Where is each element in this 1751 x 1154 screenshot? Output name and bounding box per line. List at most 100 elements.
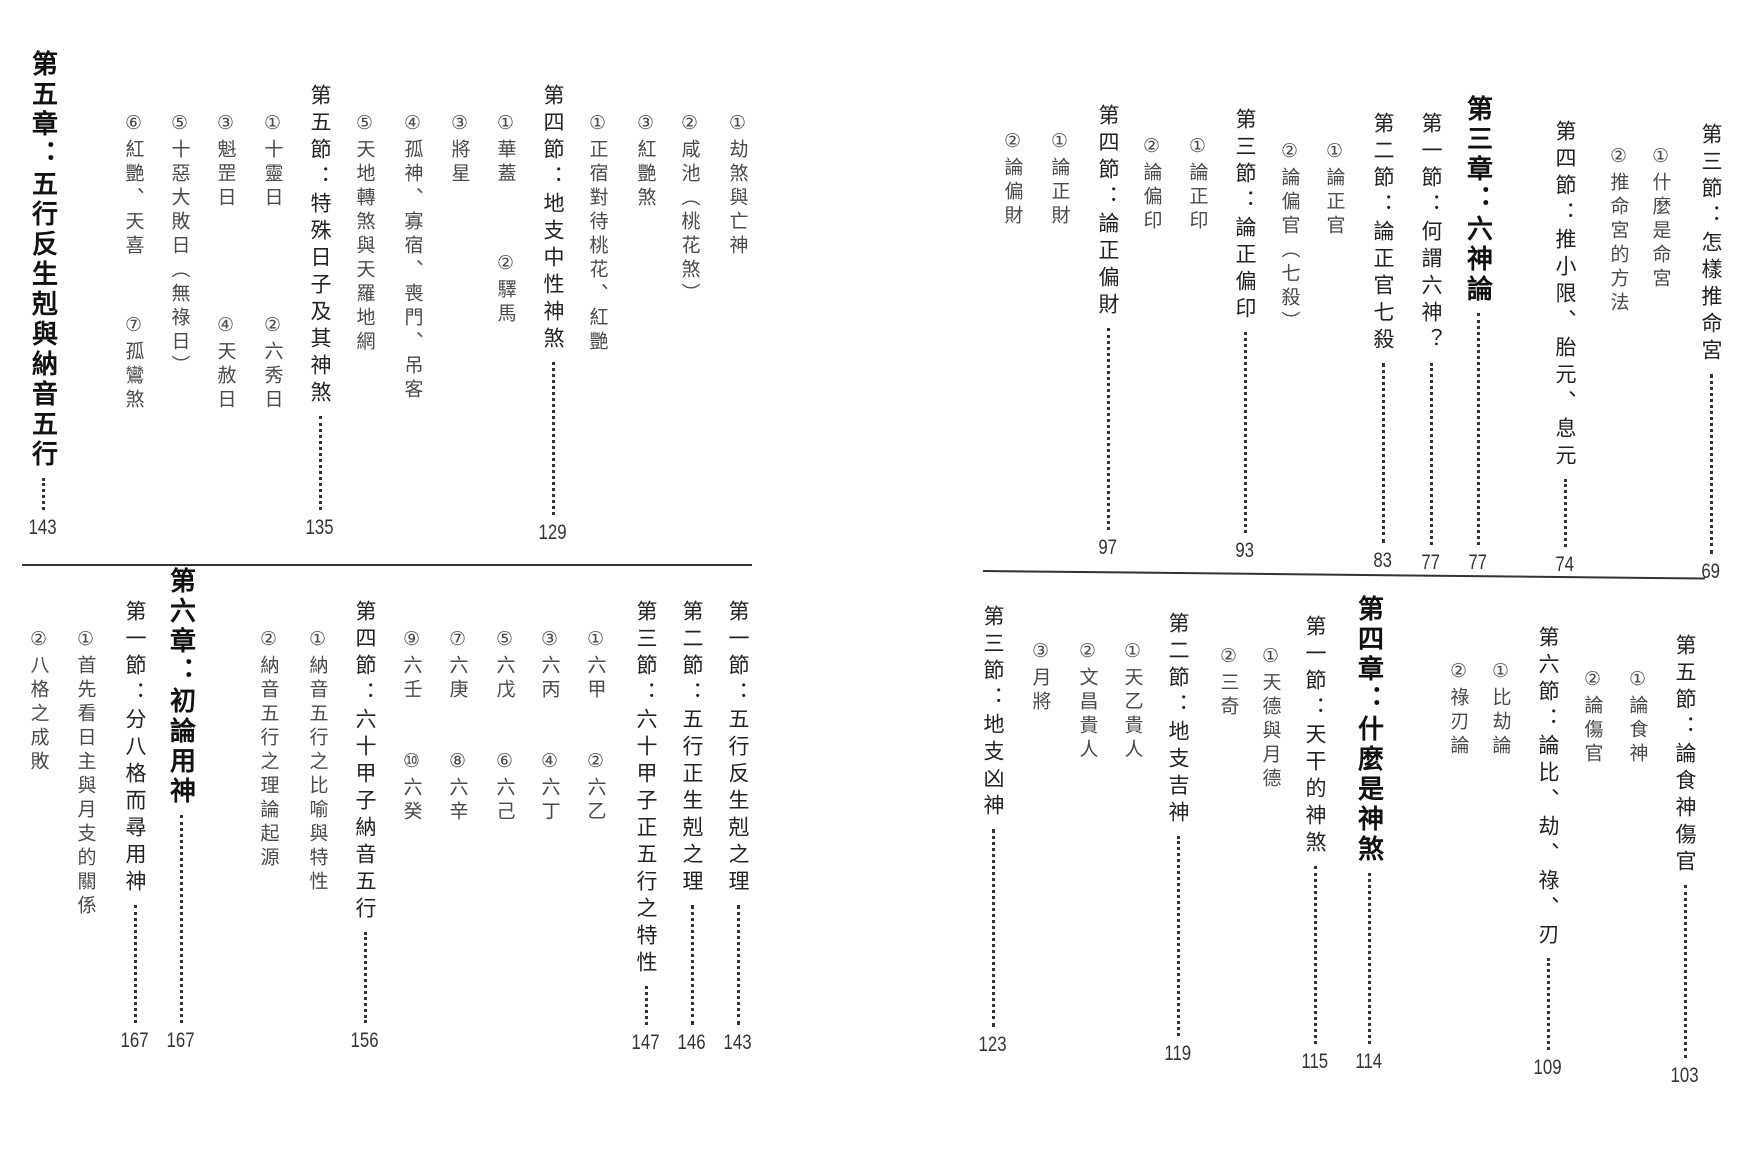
toc-subitem[interactable]: ⑤六戊 ⑥六己: [488, 628, 522, 825]
toc-section-entry[interactable]: 第五節：論食神傷官 103: [1668, 634, 1702, 1088]
dot-leader: [1683, 885, 1687, 1058]
subitem-label: ⑥紅艷、天喜: [122, 112, 145, 259]
subitem-label: ②三奇: [1217, 645, 1240, 720]
toc-section-entry[interactable]: 第二節：地支吉神 119: [1161, 612, 1195, 1066]
toc-subitem[interactable]: ⑦六庚 ⑧六辛: [441, 628, 475, 825]
toc-subitem[interactable]: ①天德與月德: [1254, 645, 1288, 792]
toc-subitem[interactable]: ③月將: [1024, 640, 1058, 715]
subitem-label: ①論正財: [1048, 130, 1071, 229]
toc-subitem[interactable]: ②納音五行之理論起源: [252, 628, 286, 871]
toc-subitem[interactable]: ①什麼是命宮: [1644, 145, 1678, 292]
page-number: 74: [1555, 553, 1575, 576]
toc-subitem[interactable]: ③魁罡日 ④天赦日: [209, 112, 243, 413]
toc-subitem[interactable]: ①論食神: [1621, 668, 1655, 767]
subitem-label: ①天乙貴人: [1121, 640, 1144, 763]
toc-subitem[interactable]: ①十靈日 ②六秀日: [256, 112, 290, 413]
toc-subitem[interactable]: ③將星: [443, 112, 477, 187]
toc-subitem[interactable]: ①比劫論: [1484, 660, 1518, 759]
page-number: 77: [1421, 551, 1441, 574]
toc-section-entry[interactable]: 第五節：特殊日子及其神煞 135: [303, 84, 337, 540]
toc-subitem[interactable]: ②咸池（桃花煞）: [673, 112, 707, 307]
toc-section-entry[interactable]: 第三節：六十甲子正五行之特性 147: [629, 600, 663, 1055]
toc-subitem[interactable]: ②推命宮的方法: [1602, 145, 1636, 316]
subitem-second: ②六乙: [579, 750, 613, 825]
toc-section-entry[interactable]: 第三節：怎樣推命宮 69: [1694, 123, 1728, 584]
subitem-label: ①劫煞與亡神: [726, 112, 749, 259]
subitem-label: ②納音五行之理論起源: [257, 628, 280, 871]
section-title: 第六節：論比、劫、祿、刃: [1536, 626, 1560, 950]
subitem-label: ①十靈日: [261, 112, 284, 211]
subitem-label: ②六秀日: [261, 314, 284, 413]
subitem-label: ①論正印: [1186, 135, 1209, 234]
toc-subitem[interactable]: ②論偏印: [1135, 135, 1169, 234]
toc-subitem[interactable]: ①正宿對待桃花、紅艷: [581, 112, 615, 355]
toc-subitem[interactable]: ②論傷官: [1576, 668, 1610, 767]
toc-section-entry[interactable]: 第一節：分八格而尋用神 167: [118, 600, 152, 1053]
section-title: 第三節：怎樣推命宮: [1699, 123, 1723, 366]
toc-section-entry[interactable]: 第四節：論正偏財 97: [1091, 104, 1125, 560]
page-number: 103: [1670, 1064, 1700, 1087]
toc-section-entry[interactable]: 第三節：論正偏印 93: [1228, 108, 1262, 563]
section-title: 第五節：特殊日子及其神煞: [308, 84, 332, 408]
toc-subitem[interactable]: ⑨六壬 ⑩六癸: [395, 628, 429, 825]
toc-subitem[interactable]: ③六丙 ④六丁: [533, 628, 567, 825]
toc-chapter-entry[interactable]: 第五章：五行反生剋與納音五行 143: [26, 50, 60, 540]
toc-chapter-entry[interactable]: 第三章：六神論 77: [1461, 95, 1495, 575]
page-number: 69: [1701, 560, 1721, 583]
toc-subitem[interactable]: ②三奇: [1212, 645, 1246, 720]
page-number: 143: [723, 1031, 753, 1054]
subitem-label: ②論偏財: [1001, 130, 1024, 229]
toc-subitem[interactable]: ①論正財: [1043, 130, 1077, 229]
toc-subitem[interactable]: ①首先看日主與月支的關係: [69, 628, 103, 919]
page-number: 119: [1164, 1042, 1192, 1065]
dot-leader: [551, 362, 555, 515]
toc-section-entry[interactable]: 第一節：天干的神煞 115: [1298, 615, 1332, 1074]
toc-subitem[interactable]: ⑥紅艷、天喜 ⑦孤鸞煞: [117, 112, 151, 413]
toc-subitem[interactable]: ①納音五行之比喻與特性: [301, 628, 335, 895]
toc-subitem[interactable]: ①六甲 ②六乙: [579, 628, 613, 825]
toc-subitem[interactable]: ①華蓋 ②驛馬: [489, 112, 523, 327]
toc-section-entry[interactable]: 第一節：五行反生剋之理 143: [721, 600, 755, 1055]
dot-leader: [991, 829, 995, 1027]
toc-section-entry[interactable]: 第三節：地支凶神 123: [976, 605, 1010, 1057]
page-number: 114: [1355, 1050, 1383, 1073]
section-title: 第三節：論正偏印: [1233, 108, 1257, 324]
toc-subitem[interactable]: ②祿刃論: [1442, 660, 1476, 759]
toc-subitem[interactable]: ④孤神、寡宿、喪門、吊客: [396, 112, 430, 403]
dot-leader: [318, 416, 322, 510]
dot-leader: [1381, 363, 1385, 543]
toc-section-entry[interactable]: 第二節：論正官七殺 83: [1366, 112, 1400, 573]
toc-section-entry[interactable]: 第六節：論比、劫、祿、刃 109: [1531, 626, 1565, 1080]
toc-section-entry[interactable]: 第四節：六十甲子納音五行 156: [348, 600, 382, 1053]
toc-subitem[interactable]: ①論正印: [1181, 135, 1215, 234]
subitem-label: ①華蓋: [494, 112, 517, 187]
section-title: 第一節：五行反生剋之理: [726, 600, 750, 897]
toc-section-entry[interactable]: 第四節：推小限、胎元、息元 74: [1548, 120, 1582, 577]
dot-leader: [1106, 328, 1110, 530]
toc-section-entry[interactable]: 第一節：何謂六神？ 77: [1414, 112, 1448, 575]
subitem-second: ④六丁: [533, 750, 567, 825]
subitem-label: ⑤天地轉煞與天羅地網: [353, 112, 376, 355]
toc-section-entry[interactable]: 第二節：五行正生剋之理 146: [675, 600, 709, 1055]
toc-subitem[interactable]: ①劫煞與亡神: [721, 112, 755, 259]
subitem-label: ①正宿對待桃花、紅艷: [586, 112, 609, 355]
toc-section-entry[interactable]: 第四節：地支中性神煞 129: [536, 84, 570, 545]
toc-subitem[interactable]: ⑤十惡大敗日（無祿日）: [163, 112, 197, 379]
dot-leader: [1546, 958, 1550, 1050]
toc-chapter-entry[interactable]: 第四章：什麼是神煞 114: [1352, 595, 1386, 1074]
toc-subitem[interactable]: ②論偏財: [996, 130, 1030, 229]
subitem-label: ①論食神: [1626, 668, 1649, 767]
subitem-label: ④孤神、寡宿、喪門、吊客: [401, 112, 424, 403]
subitem-label: ②六乙: [584, 750, 607, 825]
toc-subitem[interactable]: ②文昌貴人: [1071, 640, 1105, 763]
toc-subitem[interactable]: ①天乙貴人: [1116, 640, 1150, 763]
toc-subitem[interactable]: ①論正官: [1318, 140, 1352, 239]
toc-subitem[interactable]: ②八格之成敗: [22, 628, 56, 775]
toc-subitem[interactable]: ⑤天地轉煞與天羅地網: [348, 112, 382, 355]
subitem-label: ①六甲: [584, 628, 607, 703]
toc-subitem[interactable]: ②論偏官（七殺）: [1273, 140, 1307, 335]
subitem-label: ③魁罡日: [214, 112, 237, 211]
toc-subitem[interactable]: ③紅艷煞: [629, 112, 663, 211]
toc-chapter-entry[interactable]: 第六章：初論用神 167: [164, 567, 198, 1053]
subitem-second: ⑩六癸: [395, 750, 429, 825]
